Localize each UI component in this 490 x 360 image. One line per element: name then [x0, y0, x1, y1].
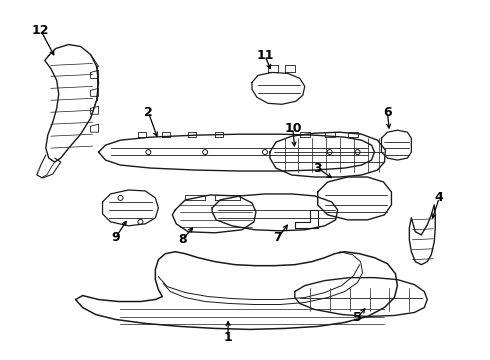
Text: 3: 3 — [314, 162, 322, 175]
Text: 4: 4 — [435, 192, 443, 204]
Text: 9: 9 — [111, 231, 120, 244]
Text: 5: 5 — [353, 311, 362, 324]
Text: 12: 12 — [32, 24, 49, 37]
Text: 8: 8 — [178, 233, 187, 246]
Text: 6: 6 — [383, 106, 392, 119]
Text: 2: 2 — [144, 106, 153, 119]
Text: 1: 1 — [224, 331, 232, 344]
Text: 11: 11 — [256, 49, 274, 62]
Text: 10: 10 — [284, 122, 301, 135]
Text: 7: 7 — [273, 231, 282, 244]
